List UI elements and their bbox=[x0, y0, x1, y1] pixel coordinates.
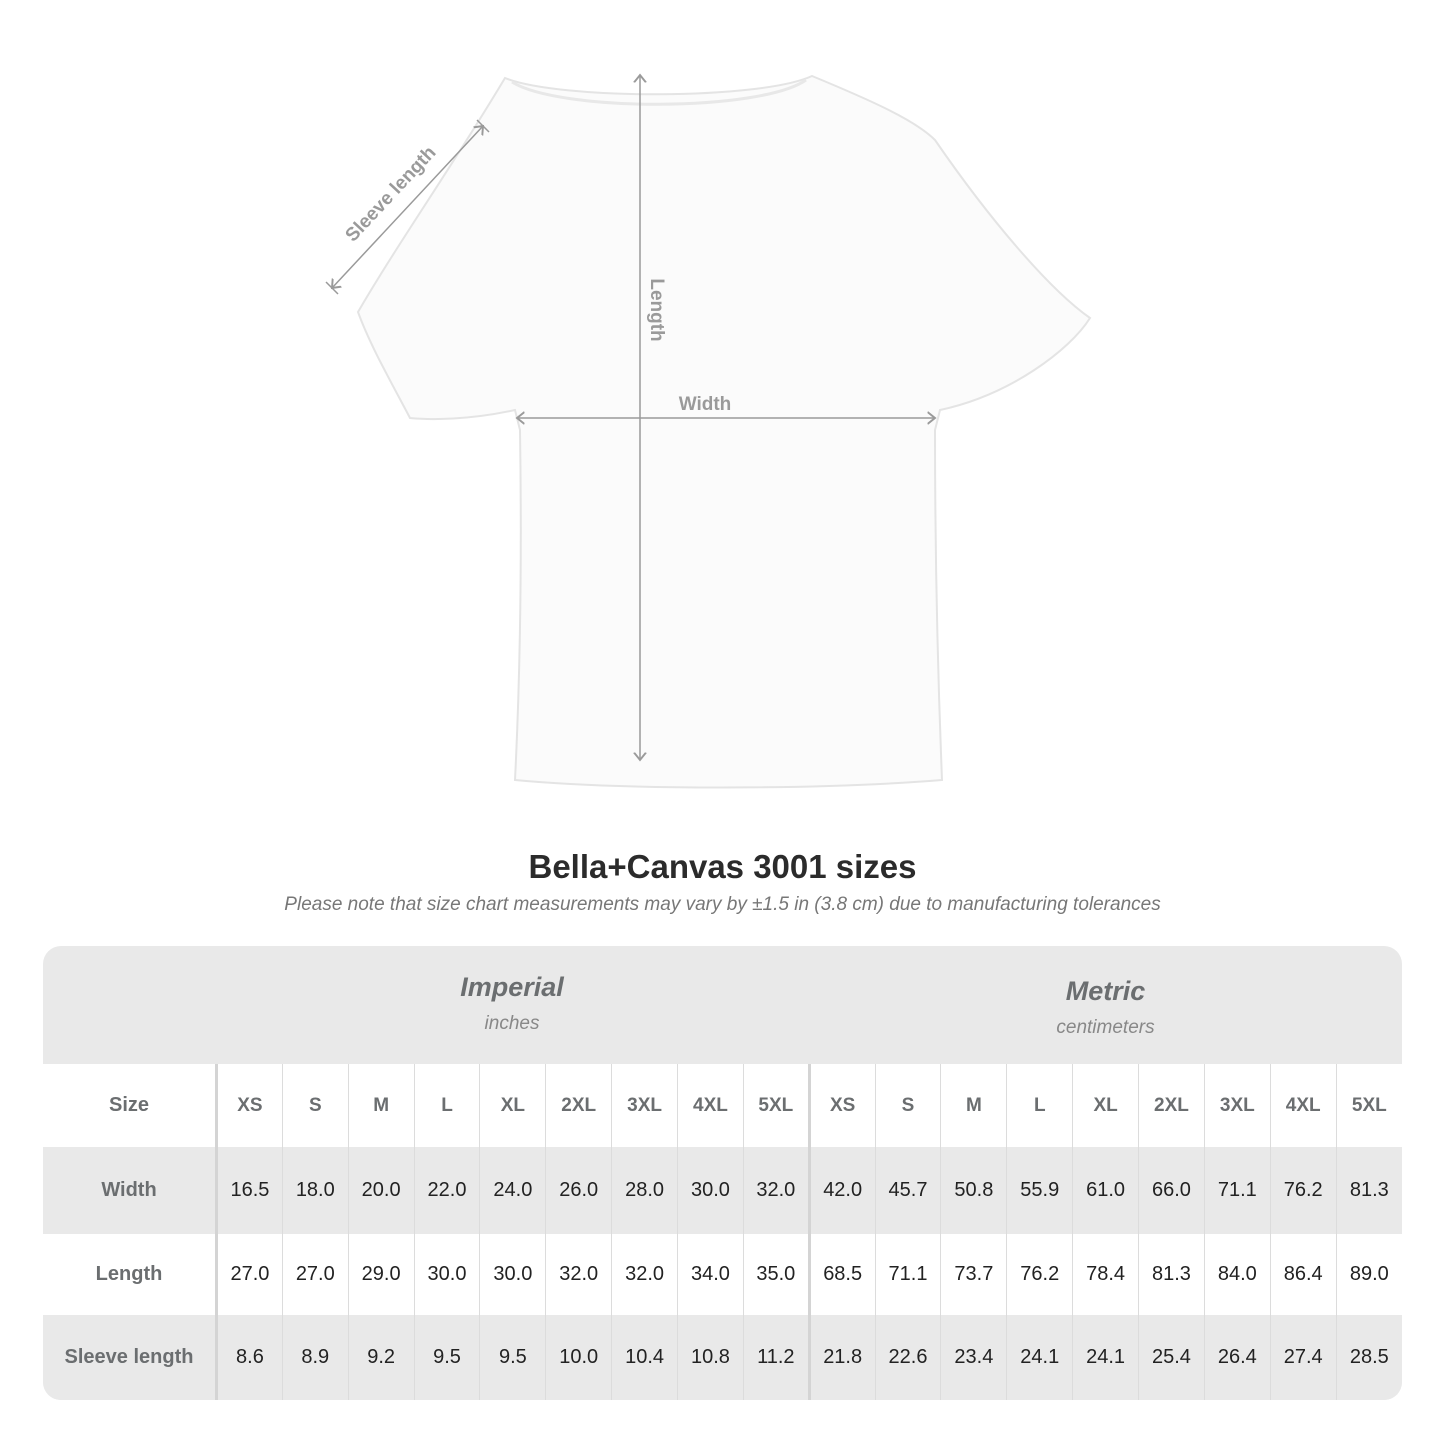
metric-cell: 68.5 bbox=[807, 1234, 876, 1315]
metric-unit: centimeters bbox=[1056, 1017, 1155, 1038]
row-label: Sleeve length bbox=[43, 1315, 218, 1400]
imperial-size-2XL: 2XL bbox=[545, 1064, 612, 1147]
metric-cell: 76.2 bbox=[1269, 1147, 1337, 1234]
tshirt-shape bbox=[356, 74, 1092, 789]
metric-cell: 50.8 bbox=[940, 1147, 1007, 1234]
metric-cell: 73.7 bbox=[940, 1234, 1007, 1315]
imperial-cell: 32.0 bbox=[742, 1147, 810, 1234]
size-grid: Size XS S M L XL 2XL 3XL 4XL 5XL XS S M L XL 2XL 3XL 4XL 5… bbox=[43, 1064, 1402, 1400]
imperial-cell: 34.0 bbox=[677, 1234, 744, 1315]
metric-cell: 81.3 bbox=[1138, 1234, 1205, 1315]
metric-cell: 28.5 bbox=[1335, 1315, 1402, 1400]
metric-size-3XL: 3XL bbox=[1203, 1064, 1271, 1147]
metric-header: Metric centimeters bbox=[809, 946, 1402, 1094]
metric-cell: 84.0 bbox=[1203, 1234, 1271, 1315]
imperial-cell: 9.2 bbox=[347, 1315, 415, 1400]
imperial-cell: 26.0 bbox=[545, 1147, 612, 1234]
length-label: Length bbox=[646, 278, 667, 341]
imperial-cell: 28.0 bbox=[611, 1147, 678, 1234]
size-table: Imperial inches Metric centimeters Size X… bbox=[43, 946, 1402, 1400]
imperial-unit: inches bbox=[484, 1013, 540, 1034]
imperial-cell: 32.0 bbox=[611, 1234, 678, 1315]
sleeve-arrow bbox=[332, 126, 483, 288]
metric-cell: 89.0 bbox=[1335, 1234, 1402, 1315]
imperial-size-4XL: 4XL bbox=[677, 1064, 744, 1147]
metric-cell: 27.4 bbox=[1269, 1315, 1337, 1400]
metric-cell: 71.1 bbox=[874, 1234, 941, 1315]
metric-cell: 78.4 bbox=[1072, 1234, 1139, 1315]
imperial-cell: 8.6 bbox=[216, 1315, 283, 1400]
imperial-cell: 10.4 bbox=[611, 1315, 678, 1400]
metric-cell: 55.9 bbox=[1006, 1147, 1073, 1234]
imperial-size-XL: XL bbox=[479, 1064, 546, 1147]
imperial-size-XS: XS bbox=[216, 1064, 283, 1147]
page-title: Bella+Canvas 3001 sizes bbox=[528, 848, 917, 885]
imperial-cell: 30.0 bbox=[677, 1147, 744, 1234]
metric-size-2XL: 2XL bbox=[1138, 1064, 1205, 1147]
metric-cell: 86.4 bbox=[1269, 1234, 1337, 1315]
size-label: Size bbox=[43, 1064, 218, 1147]
metric-cell: 25.4 bbox=[1138, 1315, 1205, 1400]
imperial-cell: 27.0 bbox=[281, 1234, 349, 1315]
table-row: Length 27.0 27.0 29.0 30.0 30.0 32.0 32.0 34.0 35… bbox=[43, 1234, 1402, 1315]
metric-cell: 61.0 bbox=[1072, 1147, 1139, 1234]
imperial-cell: 32.0 bbox=[545, 1234, 612, 1315]
table-row: Sleeve length 8.6 8.9 9.2 9.5 9.5 10.0 10.4 10.8… bbox=[43, 1315, 1402, 1400]
metric-cell: 42.0 bbox=[807, 1147, 876, 1234]
imperial-cell: 22.0 bbox=[413, 1147, 480, 1234]
metric-cell: 76.2 bbox=[1006, 1234, 1073, 1315]
imperial-size-3XL: 3XL bbox=[611, 1064, 678, 1147]
metric-size-4XL: 4XL bbox=[1269, 1064, 1337, 1147]
width-label: Width bbox=[679, 394, 732, 415]
metric-cell: 66.0 bbox=[1138, 1147, 1205, 1234]
metric-cell: 81.3 bbox=[1335, 1147, 1402, 1234]
tshirt-diagram: Sleeve length Length Width bbox=[325, 0, 1092, 789]
metric-cell: 45.7 bbox=[874, 1147, 941, 1234]
metric-size-M: M bbox=[940, 1064, 1007, 1147]
metric-title: Metric bbox=[1065, 976, 1146, 1006]
imperial-title: Imperial bbox=[460, 972, 564, 1002]
tolerance-note: Please note that size chart measurements… bbox=[284, 894, 1161, 915]
metric-cell: 24.1 bbox=[1072, 1315, 1139, 1400]
imperial-cell: 24.0 bbox=[479, 1147, 546, 1234]
imperial-cell: 9.5 bbox=[479, 1315, 546, 1400]
metric-cell: 71.1 bbox=[1203, 1147, 1271, 1234]
metric-size-5XL: 5XL bbox=[1335, 1064, 1402, 1147]
imperial-cell: 9.5 bbox=[413, 1315, 480, 1400]
imperial-cell: 20.0 bbox=[347, 1147, 415, 1234]
imperial-cell: 29.0 bbox=[347, 1234, 415, 1315]
metric-cell: 26.4 bbox=[1203, 1315, 1271, 1400]
metric-size-S: S bbox=[874, 1064, 941, 1147]
imperial-cell: 10.8 bbox=[677, 1315, 744, 1400]
imperial-cell: 30.0 bbox=[413, 1234, 480, 1315]
table-row: Width 16.5 18.0 20.0 22.0 24.0 26.0 28.0 30.0 32.… bbox=[43, 1147, 1402, 1234]
imperial-cell: 11.2 bbox=[742, 1315, 810, 1400]
imperial-cell: 8.9 bbox=[281, 1315, 349, 1400]
imperial-size-L: L bbox=[413, 1064, 480, 1147]
imperial-cell: 30.0 bbox=[479, 1234, 546, 1315]
imperial-size-S: S bbox=[281, 1064, 349, 1147]
metric-size-XS: XS bbox=[807, 1064, 876, 1147]
imperial-cell: 10.0 bbox=[545, 1315, 612, 1400]
size-header-row: Size XS S M L XL 2XL 3XL 4XL 5XL XS S M L XL 2XL 3XL 4XL 5… bbox=[43, 1064, 1402, 1147]
imperial-cell: 18.0 bbox=[281, 1147, 349, 1234]
imperial-header: Imperial inches bbox=[215, 946, 809, 1090]
metric-cell: 22.6 bbox=[874, 1315, 941, 1400]
metric-cell: 21.8 bbox=[807, 1315, 876, 1400]
imperial-cell: 27.0 bbox=[216, 1234, 283, 1315]
metric-size-L: L bbox=[1006, 1064, 1073, 1147]
metric-size-XL: XL bbox=[1072, 1064, 1139, 1147]
imperial-cell: 16.5 bbox=[216, 1147, 283, 1234]
row-label: Width bbox=[43, 1147, 218, 1234]
row-label: Length bbox=[43, 1234, 218, 1315]
metric-cell: 23.4 bbox=[940, 1315, 1007, 1400]
imperial-size-M: M bbox=[347, 1064, 415, 1147]
imperial-cell: 35.0 bbox=[742, 1234, 810, 1315]
imperial-size-5XL: 5XL bbox=[742, 1064, 810, 1147]
metric-cell: 24.1 bbox=[1006, 1315, 1073, 1400]
